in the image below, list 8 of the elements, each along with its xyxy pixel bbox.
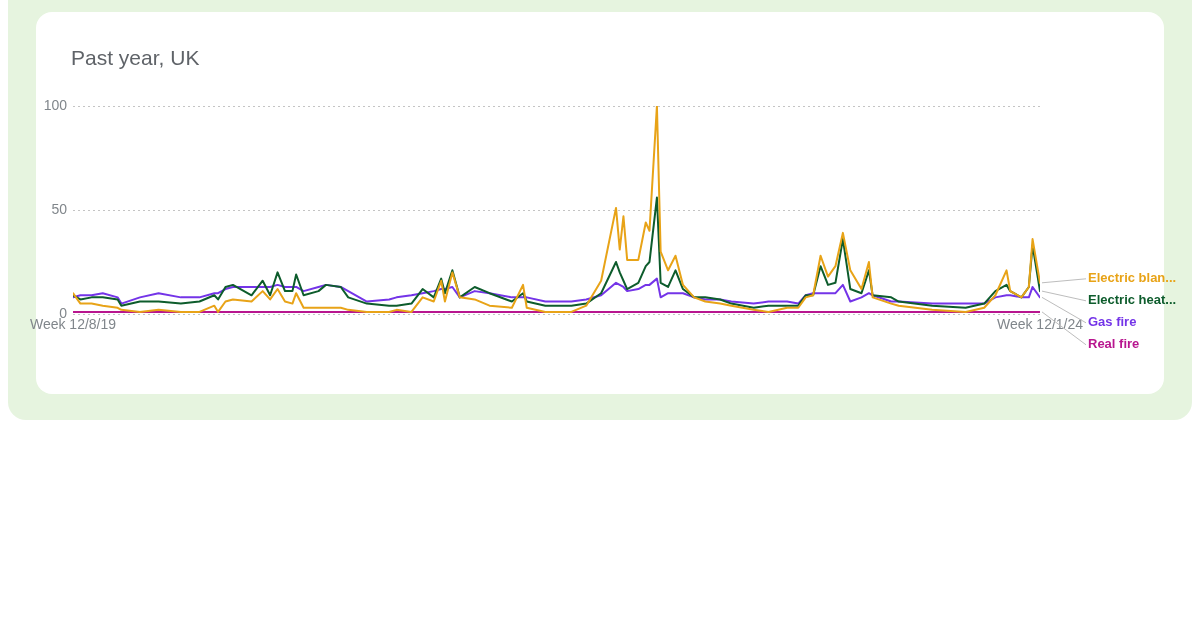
text: Electric blan... [1088,270,1177,286]
x-tick-label: Week 12/1/24 [996,316,1084,333]
chart-title: Past year, UK [71,46,200,70]
text: Electric heat... [1088,292,1177,308]
y-tick-label: 100 [43,96,68,113]
y-tick-label: 50 [51,200,68,217]
text: Gas fire [1088,314,1137,330]
text: Real fire [1088,336,1140,352]
